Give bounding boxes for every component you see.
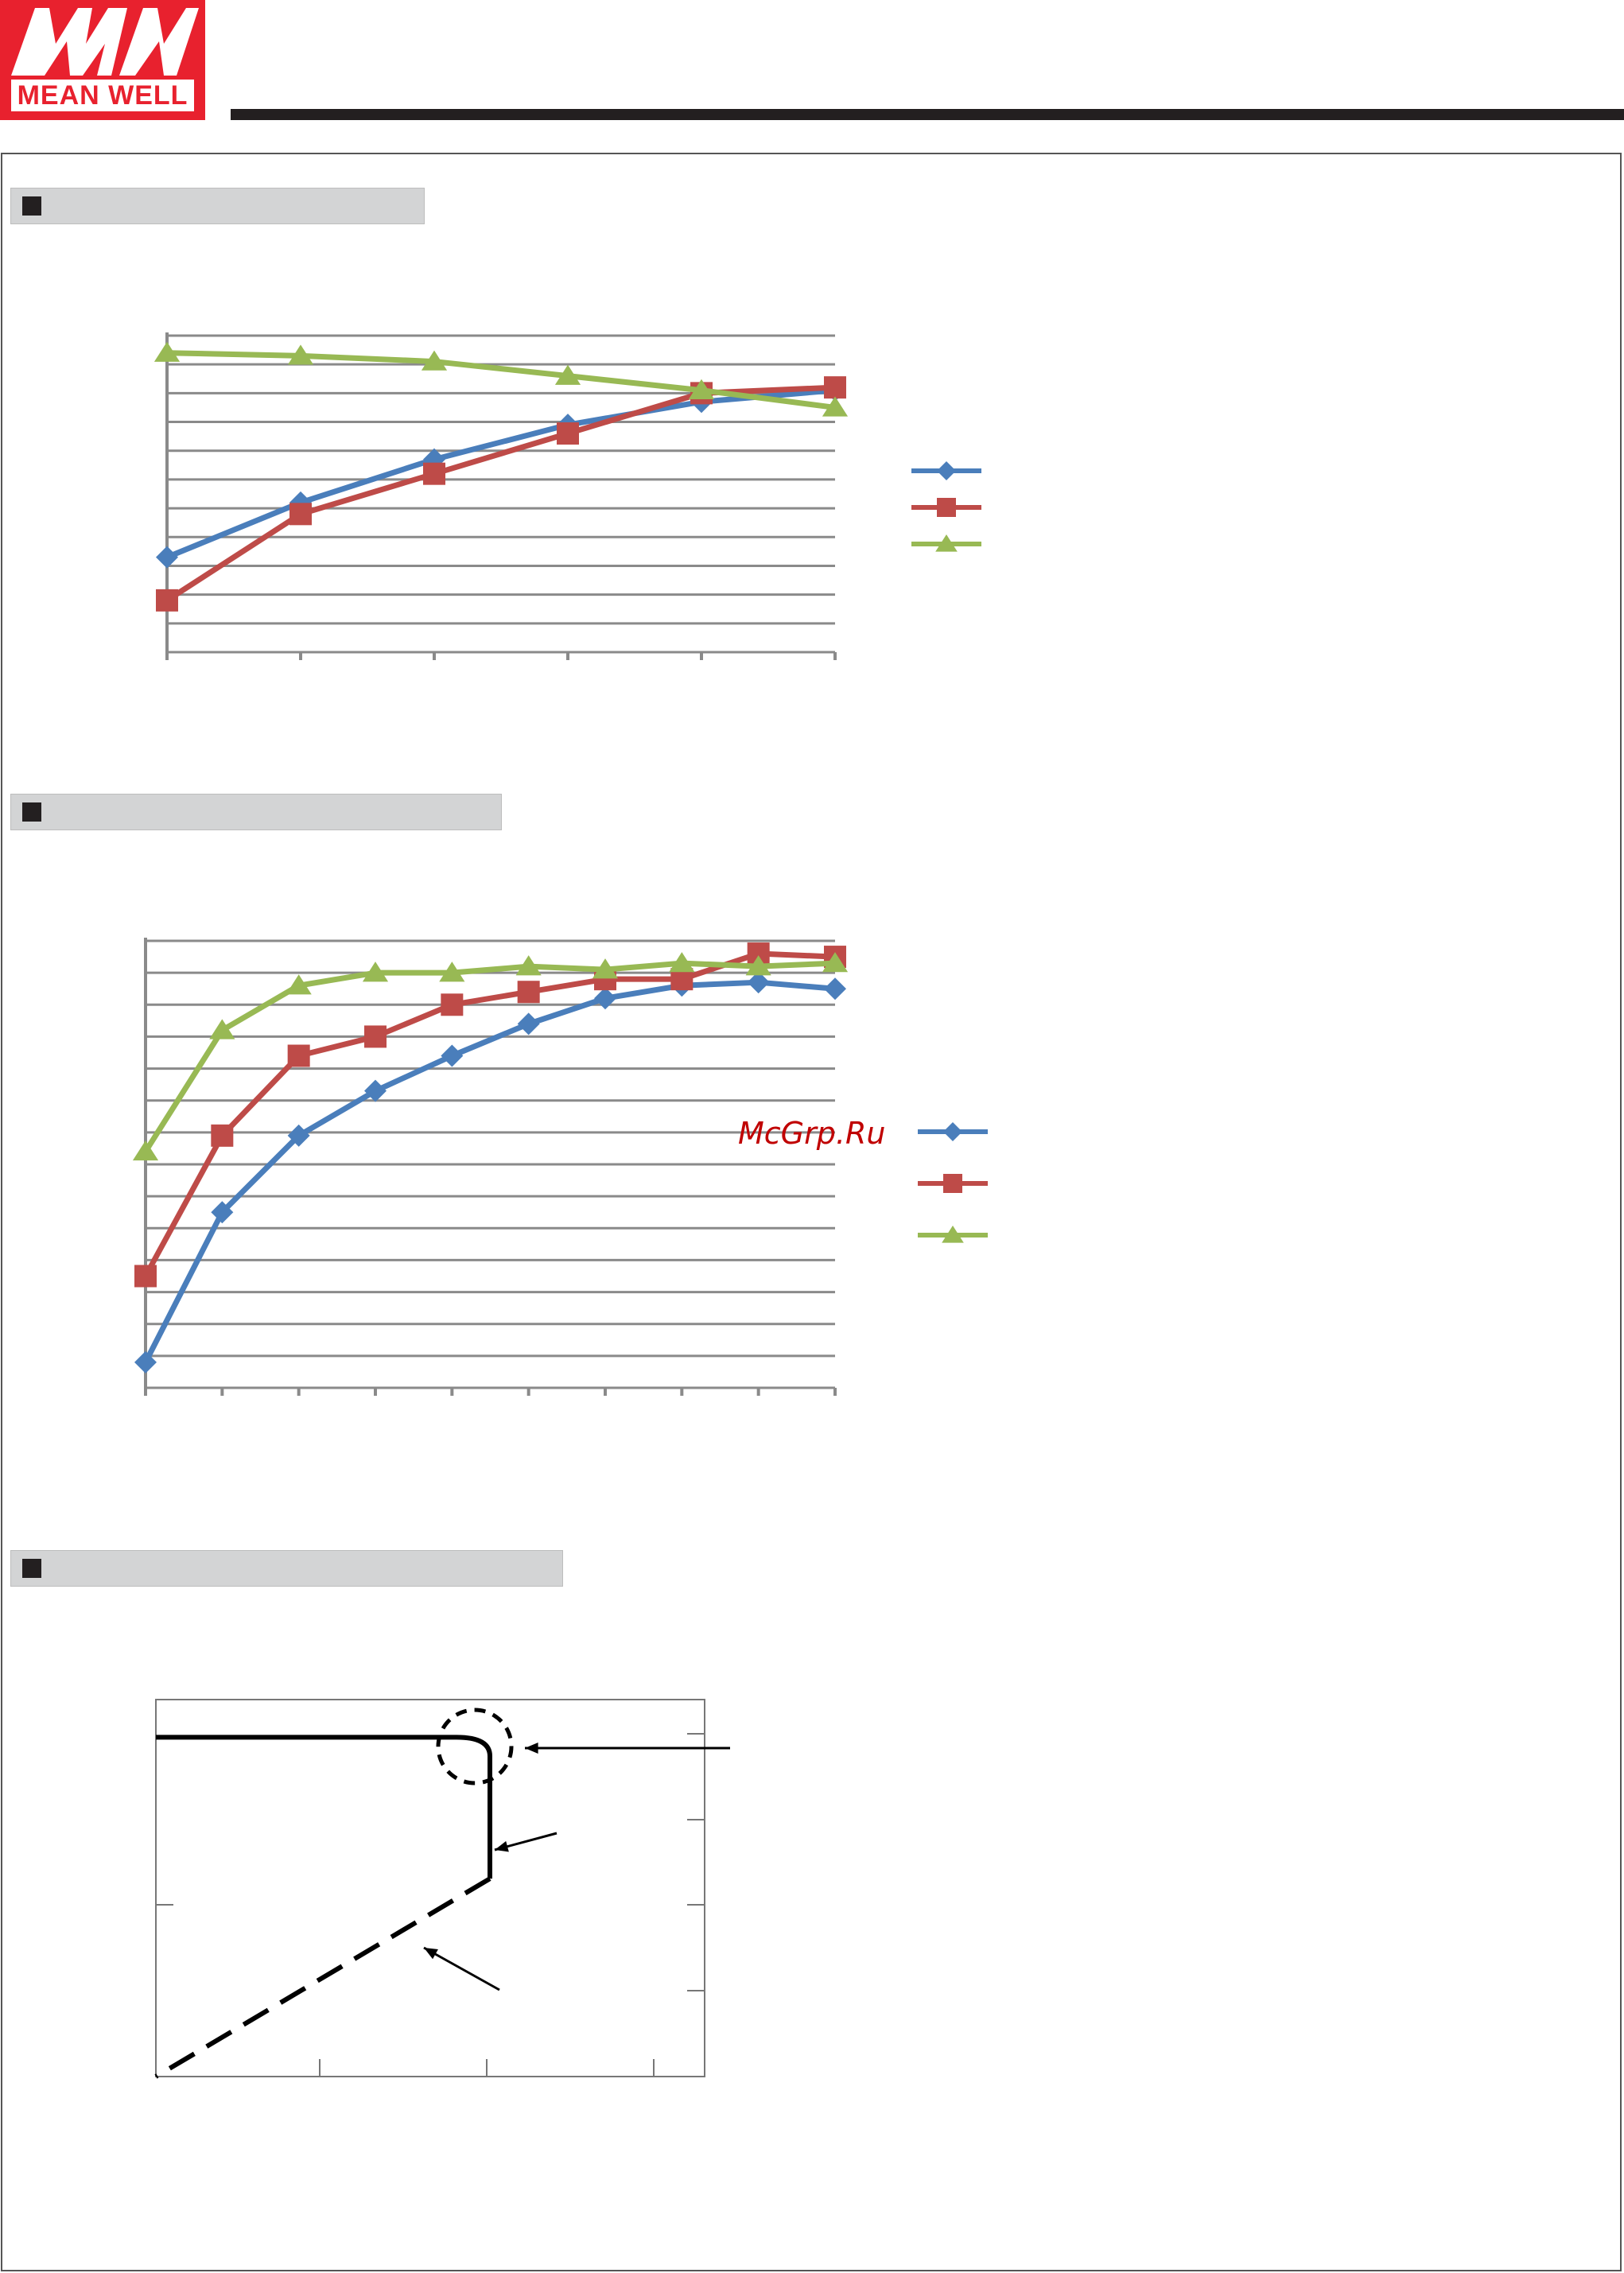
data-point	[211, 1124, 234, 1147]
data-point	[439, 962, 465, 982]
data-point	[594, 987, 616, 1010]
series-line	[166, 350, 836, 410]
legend-entry-red	[911, 498, 981, 517]
data-point	[557, 422, 579, 445]
mw-logo-mark-icon	[11, 8, 199, 76]
data-point	[747, 971, 770, 994]
legend-entry-green	[911, 534, 981, 552]
data-point	[421, 350, 448, 371]
series-green	[153, 341, 849, 417]
section-bullet-icon	[22, 802, 41, 822]
data-point	[423, 462, 445, 485]
data-point	[935, 534, 958, 552]
data-point	[517, 1012, 540, 1035]
legend-entry-green	[918, 1226, 988, 1243]
data-point	[441, 993, 464, 1016]
data-point	[822, 952, 849, 973]
data-point	[134, 1265, 157, 1288]
data-point	[745, 955, 771, 976]
series-green	[132, 952, 849, 1161]
legend-entry-red	[918, 1174, 988, 1193]
data-point	[942, 1226, 964, 1243]
arrowhead-icon	[525, 1742, 538, 1754]
data-point	[669, 952, 695, 973]
data-point	[364, 1079, 387, 1102]
data-point	[441, 1044, 464, 1067]
section-bullet-icon	[22, 1559, 41, 1578]
data-point	[287, 1124, 310, 1147]
solid-curve	[156, 1735, 492, 1879]
data-point	[517, 981, 540, 1004]
arrowhead-icon	[424, 1948, 438, 1960]
data-point	[156, 546, 178, 569]
data-point	[943, 1174, 962, 1193]
section-header-2	[10, 794, 502, 830]
header-rule	[231, 109, 1624, 120]
data-point	[287, 344, 314, 365]
data-point	[937, 498, 956, 517]
page-frame	[1, 153, 1622, 2271]
pointer-arrow	[423, 1946, 500, 1991]
data-point	[153, 341, 181, 362]
data-point	[592, 958, 619, 979]
series-line	[165, 387, 836, 560]
series-blue	[134, 971, 846, 1374]
watermark: McGrp.Ru	[738, 1116, 886, 1151]
data-point	[943, 1122, 962, 1141]
logo-text: MEAN WELL	[11, 80, 194, 111]
grid-lines	[146, 939, 835, 1389]
section-bullet-icon	[22, 196, 41, 216]
data-point	[134, 1350, 157, 1374]
series-line	[143, 960, 836, 1153]
mean-well-logo: MEAN WELL	[0, 0, 205, 120]
data-point	[211, 1201, 234, 1224]
data-point	[287, 1044, 310, 1067]
data-point	[554, 364, 581, 385]
data-point	[209, 1019, 235, 1039]
data-point	[364, 1025, 387, 1048]
data-point	[286, 974, 312, 995]
data-point	[824, 376, 846, 399]
section-header-3	[10, 1550, 563, 1587]
legend-entry-blue	[918, 1122, 988, 1141]
data-point	[156, 589, 178, 612]
section-header-1	[10, 188, 425, 224]
data-point	[937, 461, 956, 480]
data-point	[132, 1140, 159, 1161]
arrowhead-icon	[495, 1840, 509, 1852]
knee-circle	[436, 1708, 514, 1785]
legend-entry-blue	[911, 461, 981, 480]
data-point	[362, 962, 389, 982]
plot-frame	[155, 1699, 705, 2077]
data-point	[822, 396, 849, 417]
data-point	[688, 379, 715, 399]
series-line	[142, 979, 836, 1364]
grid-lines	[167, 334, 835, 654]
data-point	[289, 503, 312, 526]
data-point	[515, 955, 542, 976]
dashed-curve	[154, 1876, 491, 2079]
data-point	[824, 977, 846, 1001]
